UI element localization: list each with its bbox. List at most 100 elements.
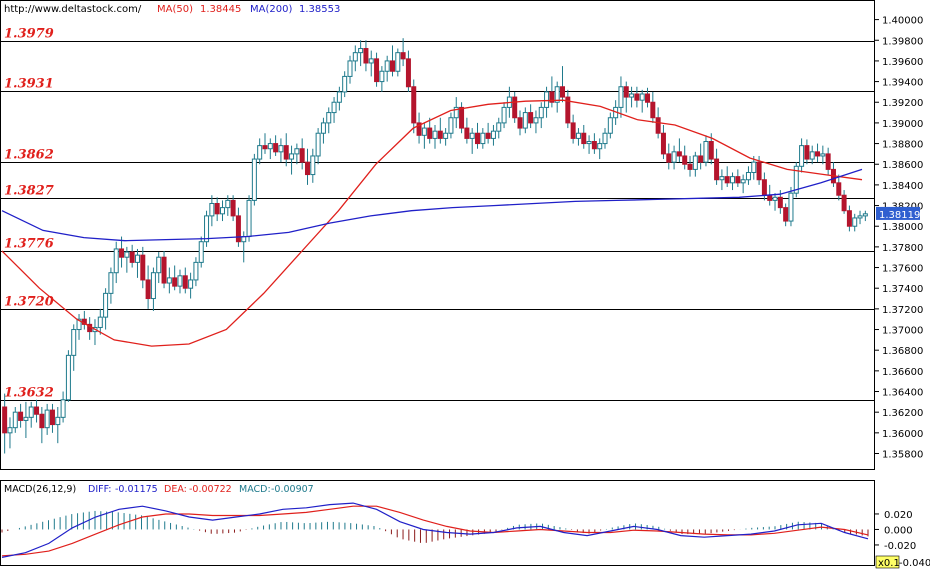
candle-body-down [756,161,762,181]
candle [825,147,831,175]
macd-hist-label: MACD: [239,484,271,495]
candle [150,267,156,311]
current-price-label: 1.38119 [879,210,920,221]
candle-body-down [517,117,523,129]
candle [475,122,481,149]
candle [772,193,778,211]
candle [7,417,13,449]
candle-body-up [320,122,326,134]
candle-body-down [2,406,8,434]
candle [198,236,204,268]
candle-body-up [538,106,544,119]
candle-body-up [150,272,156,300]
candle-body-up [97,316,103,328]
candle-body-down [262,145,268,150]
axis-tick-label: 1.39800 [882,36,923,47]
candle [60,391,66,423]
candle [166,267,172,294]
candle [730,172,736,191]
candle-body-up [586,141,592,145]
candle [501,102,507,129]
candle-body-up [177,275,183,287]
candle [310,148,316,183]
candle [129,244,135,268]
candle-body-down [560,86,566,98]
candle-body-up [289,153,295,160]
candle [182,267,188,294]
candle-body-down [214,202,220,215]
candle-body-up [799,145,805,167]
candle [23,401,29,439]
candle [427,117,433,144]
candle-body-up [857,215,863,219]
candle-body-down [634,93,640,101]
candle [320,117,326,144]
candle-body-up [384,60,390,72]
candle [602,128,608,149]
candle [214,197,220,222]
candle-body-down [140,254,146,281]
candle [852,213,858,232]
candle-body-down [475,132,481,145]
candle-body-up [204,215,210,243]
candle-body-up [793,165,799,194]
candle [108,267,114,304]
candle-body-up [60,399,66,418]
candle-body-up [331,101,337,114]
candle-body-up [7,427,13,434]
candle-body-down [650,101,656,119]
candle [331,97,337,123]
candle [209,195,215,227]
macd-legend: MACD(26,12,9) DIFF: -0.01175 DEA: -0.007… [4,484,314,495]
candle [538,102,544,129]
candle [623,81,629,113]
candle [666,143,672,170]
candle [71,324,77,371]
candle [304,148,310,185]
source-url[interactable]: http://www.deltastock.com/ [4,4,142,15]
candle [294,143,300,165]
candle [384,55,390,82]
candle-body-down [581,132,587,145]
candle-body-up [602,132,608,145]
level-label: 1.3776 [4,237,54,252]
candle-body-up [352,52,358,62]
candle [34,399,40,423]
candle [575,128,581,146]
candle-body-up [71,329,77,356]
candle [650,91,656,123]
candle-body-up [23,416,29,421]
candle [156,252,162,284]
candle [421,122,427,149]
candle-body-up [618,86,624,108]
candle [368,50,374,77]
macd-axis-tick-label: 0.000 [884,525,913,536]
candle-body-up [629,93,635,98]
macd-dea-label: DEA: [164,484,187,495]
candle [793,162,799,198]
candle [49,403,55,433]
axis-tick-label: 1.36000 [882,429,923,440]
candle [65,350,71,402]
candle [257,138,263,165]
macd-hist-value: -0.00907 [271,484,314,495]
candle-body-up [65,354,71,401]
macd-bottom-tick: -0.040 [899,558,930,569]
candle [97,308,103,335]
candle-body-down [570,122,576,139]
candle-body-up [453,106,459,119]
candle [76,314,82,340]
candle-body-up [267,143,273,150]
candle-body-down [464,127,470,139]
candle-body-up [751,161,757,173]
candle [745,166,751,185]
candle-body-up [772,196,778,201]
candle [703,135,709,167]
candle [857,210,863,225]
candle-body-down [416,122,422,136]
candle-body-up [315,132,321,157]
candle-body-up [395,52,401,72]
candle-body-down [235,215,241,243]
current-price-marker: 1.38119 [876,206,920,221]
axis-tick-label: 1.37400 [882,284,923,295]
